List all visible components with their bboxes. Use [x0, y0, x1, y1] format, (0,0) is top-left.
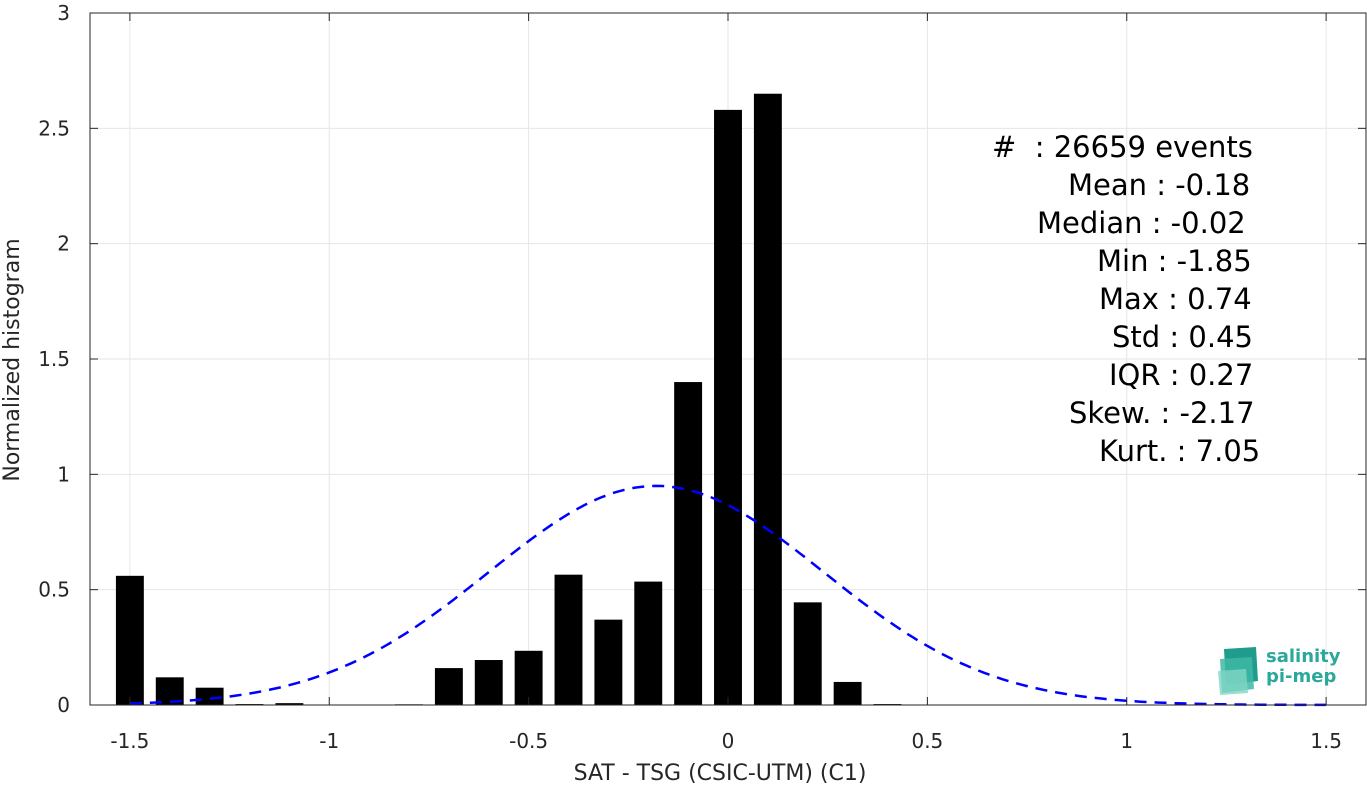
- histogram-bar: [474, 660, 503, 705]
- histogram-bar: [554, 574, 583, 705]
- x-tick-label: -1: [319, 729, 339, 753]
- x-tick-label: 1: [1120, 729, 1133, 753]
- axis-ticks: -1.5 -1 -0.5 0 0.5 1 1.5 0 0.5 1 1.5 2 2.5 3: [38, 1, 1366, 753]
- histogram-bar: [634, 581, 663, 705]
- histogram-bar: [714, 109, 742, 705]
- x-tick-label: 0: [722, 729, 735, 753]
- logo-line1: salinity: [1266, 646, 1341, 667]
- x-tick-label: 0.5: [911, 729, 943, 753]
- x-tick-label: 1.5: [1310, 729, 1342, 753]
- stat-median: Median : -0.02: [1037, 206, 1246, 240]
- stat-mean: Mean : -0.18: [1068, 168, 1251, 202]
- histogram-bar: [514, 650, 543, 705]
- stat-count: # : 26659 events: [992, 130, 1253, 164]
- y-tick-label: 1.5: [38, 347, 70, 371]
- histogram-bars: [115, 93, 1022, 705]
- x-tick-label: -0.5: [509, 729, 548, 753]
- stat-min: Min : -1.85: [1097, 244, 1252, 278]
- histogram-bar: [753, 93, 782, 705]
- x-axis-label: SAT - TSG (CSIC-UTM) (C1): [574, 761, 867, 785]
- y-tick-label: 2.5: [38, 116, 70, 140]
- y-tick-label: 1: [57, 462, 70, 486]
- stat-max: Max : 0.74: [1099, 282, 1252, 316]
- x-tick-label: -1.5: [110, 729, 149, 753]
- stat-std: Std : 0.45: [1112, 320, 1253, 354]
- y-axis-label: Normalized histogram: [0, 238, 25, 481]
- logo-mark-icon: [1218, 647, 1258, 695]
- gaussian-fit-line: [129, 484, 1327, 707]
- histogram-bar: [115, 575, 144, 705]
- histogram-bar: [833, 681, 862, 705]
- stat-skew: Skew. : -2.17: [1069, 396, 1255, 430]
- histogram-bar: [594, 619, 623, 705]
- y-tick-label: 0.5: [38, 578, 70, 602]
- histogram-bar: [195, 687, 224, 705]
- stat-kurt: Kurt. : 7.05: [1099, 434, 1261, 468]
- histogram-bar: [434, 668, 463, 705]
- statistics-box: # : 26659 events Mean : -0.18 Median : -…: [960, 128, 1290, 470]
- logo-line2: pi-mep: [1266, 666, 1337, 687]
- stat-iqr: IQR : 0.27: [1109, 358, 1254, 392]
- y-tick-label: 3: [57, 1, 70, 25]
- y-tick-label: 2: [57, 232, 70, 256]
- histogram-bar: [275, 703, 304, 705]
- salinity-pimep-logo: salinity pi-mep: [1216, 645, 1346, 695]
- y-tick-label: 0: [57, 693, 70, 717]
- histogram-bar: [793, 602, 822, 705]
- histogram-bar: [674, 382, 703, 705]
